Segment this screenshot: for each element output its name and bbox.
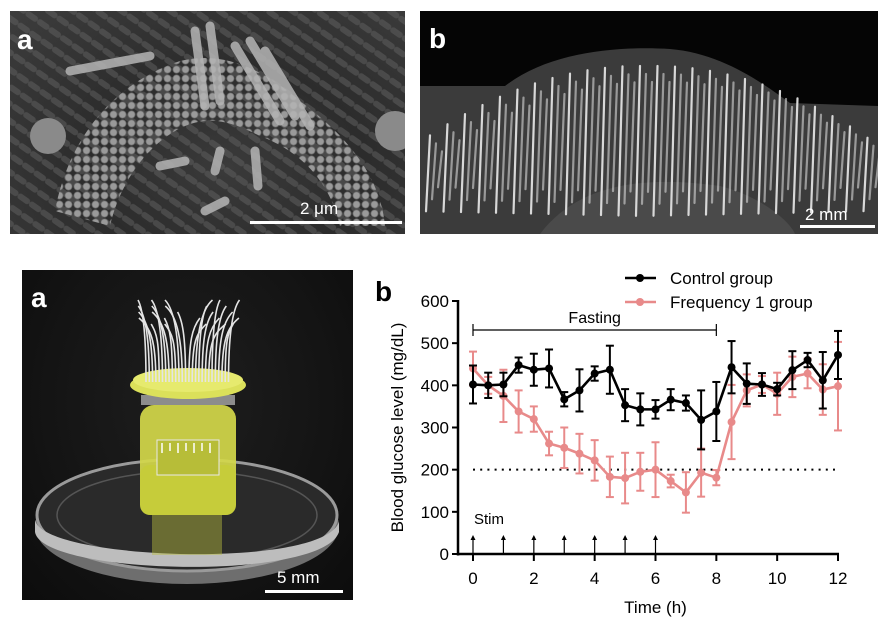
x-tick-label: 2 [529,569,538,588]
panel-label-b-bottom: b [375,276,392,307]
stim-arrowhead [470,535,476,540]
scale-bar-label-2um: 2 μm [300,199,339,218]
data-point [773,385,782,394]
x-tick-label: 4 [590,569,599,588]
stim-arrowhead [561,535,567,540]
data-point [575,386,584,395]
micropillar-array-image [420,48,878,234]
scale-bar-2um [250,221,402,224]
data-point [545,439,554,448]
data-point [514,361,523,370]
data-point [621,401,630,410]
data-point [590,369,599,378]
micropillar-array-panel: b 2 mm [420,11,878,234]
legend-label: Frequency 1 group [670,293,813,312]
scale-bar-label-2mm: 2 mm [805,205,848,224]
data-point [681,488,690,497]
x-axis-label: Time (h) [624,598,687,617]
legend-label: Control group [670,269,773,288]
y-tick-label: 600 [421,292,449,311]
data-point [666,477,675,486]
data-point [636,405,645,414]
panel-label-b-top: b [429,23,447,54]
data-point [560,443,569,452]
data-point [712,473,721,482]
data-point [712,407,721,416]
data-point [818,376,827,385]
stim-arrowhead [592,535,598,540]
data-point [590,456,599,465]
data-point [697,468,706,477]
scale-bar-label-5mm: 5 mm [277,568,320,587]
stim-arrowhead [500,535,506,540]
data-point [651,405,660,414]
data-point [575,449,584,458]
panel-label-a-bottom: a [31,282,47,313]
data-point [666,395,675,404]
data-point [529,365,538,374]
y-tick-label: 0 [440,545,449,564]
blood-glucose-chart: b 0 100 200 300 400 500 600 0 2 4 6 8 10 12 Time (h) Bl… [375,269,848,617]
x-tick-label: 10 [768,569,787,588]
series-control [469,329,842,451]
scale-bar-5mm [265,590,343,593]
data-point [757,380,766,389]
data-point [727,363,736,372]
data-point [469,380,477,389]
data-point [560,395,569,404]
y-tick-label: 500 [421,334,449,353]
y-axis-label: Blood glucose level (mg/dL) [388,323,407,533]
data-point [834,382,842,391]
data-point [605,472,614,481]
x-tick-label: 12 [829,569,848,588]
scale-bar-2mm [800,225,875,228]
data-point [742,379,751,388]
y-tick-label: 300 [421,419,449,438]
x-tick-label: 6 [651,569,660,588]
data-point [834,350,842,359]
x-tick-label: 8 [712,569,721,588]
device-on-coin-image [35,299,339,584]
data-point [499,380,508,389]
y-tick-label: 100 [421,503,449,522]
stim-arrowhead [653,535,658,540]
data-point [545,364,554,373]
data-point [681,399,690,408]
data-point [529,415,538,424]
data-point [651,465,660,474]
sem-stereocilia-image [10,11,405,234]
data-point [788,366,797,375]
stim-label: Stim [474,511,504,528]
data-point [803,369,812,378]
sem-stereocilia-panel: a 2 μm [10,11,405,234]
stim-arrowhead [531,535,537,540]
legend-swatch-marker [636,274,644,282]
legend-swatch-marker [636,298,644,306]
data-point [484,381,493,390]
y-tick-label: 400 [421,376,449,395]
data-point [514,407,523,416]
data-point [621,474,630,483]
x-tick-label: 0 [468,569,477,588]
data-point [727,418,736,427]
panel-label-a-top: a [17,24,33,55]
y-tick-label: 200 [421,461,449,480]
device-on-coin-panel: a 5 mm [22,270,353,600]
data-point [605,365,614,374]
data-point [697,415,706,424]
data-point [636,467,645,476]
data-point [803,356,812,365]
stim-arrowhead [622,535,628,540]
fasting-label: Fasting [568,310,620,327]
